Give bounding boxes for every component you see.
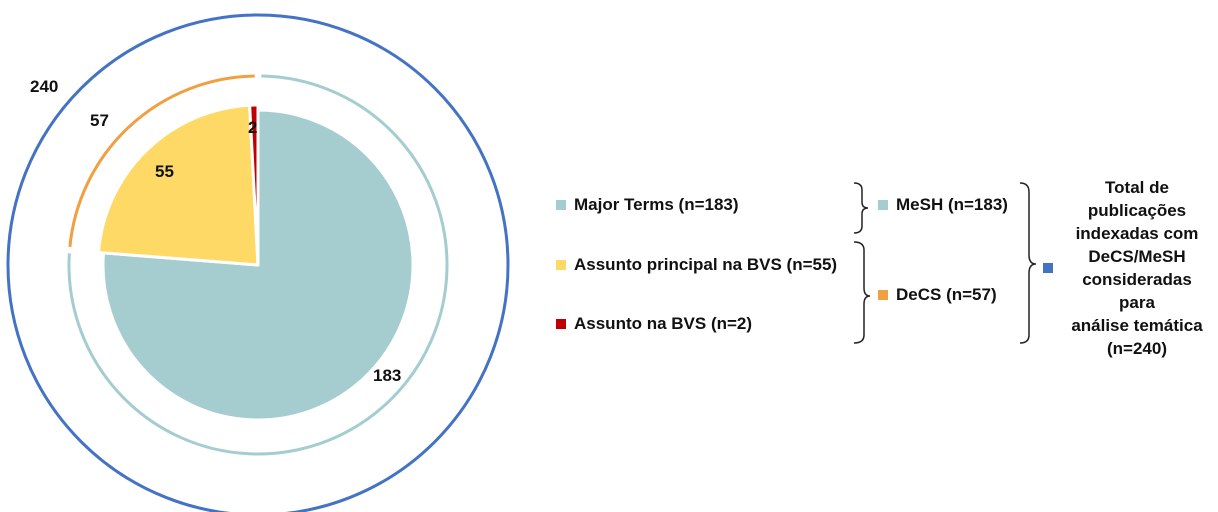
- major-terms-value-label: 183: [373, 366, 401, 385]
- middle-ring-arc-decs: [68, 74, 255, 248]
- assunto-principal-value-label: 55: [155, 162, 174, 181]
- middle-ring-arc-mesh: [67, 74, 449, 456]
- inner-pie: [96, 103, 415, 422]
- legend-label-assunto-principal: Assunto principal na BVS (n=55): [574, 255, 838, 274]
- legend-item-major-terms: Major Terms (n=183): [556, 195, 739, 215]
- legend-label-assunto-bvs: Assunto na BVS (n=2): [574, 314, 753, 333]
- legend-label-mesh: MeSH (n=183): [896, 195, 1008, 214]
- legend-swatch-total: [1043, 258, 1061, 278]
- legend-item-assunto-principal: Assunto principal na BVS (n=55): [556, 255, 837, 275]
- outer-ring-total: [6, 13, 510, 512]
- pie-slice-assunto-principal: [96, 103, 260, 267]
- legend-item-mesh: MeSH (n=183): [878, 195, 1008, 215]
- legend-swatch-total-square: [1043, 262, 1053, 273]
- legend-label-major-terms: Major Terms (n=183): [574, 195, 739, 214]
- pie-slice-major-terms: [101, 108, 415, 422]
- legend-swatch-assunto-bvs: [556, 318, 566, 329]
- brace-total: [1019, 182, 1037, 344]
- legend-swatch-assunto-principal: [556, 259, 566, 270]
- legend-item-assunto-bvs: Assunto na BVS (n=2): [556, 314, 752, 334]
- pie-slice-assunto-bvs: [248, 103, 260, 267]
- outer-ring-value-label: 240: [30, 77, 58, 96]
- middle-ring: [67, 74, 449, 456]
- assunto-bvs-value-label: 2: [248, 118, 257, 137]
- brace-decs: [853, 241, 871, 344]
- decs-ring-value-label: 57: [90, 111, 109, 130]
- legend-item-decs: DeCS (n=57): [878, 285, 997, 305]
- legend-swatch-major-terms: [556, 199, 566, 210]
- legend-label-total: Total de publicações indexadas com DeCS/…: [1071, 178, 1203, 358]
- legend-label-decs: DeCS (n=57): [896, 285, 997, 304]
- legend-swatch-decs: [878, 289, 888, 300]
- legend-swatch-mesh: [878, 199, 888, 210]
- brace-mesh: [853, 182, 869, 234]
